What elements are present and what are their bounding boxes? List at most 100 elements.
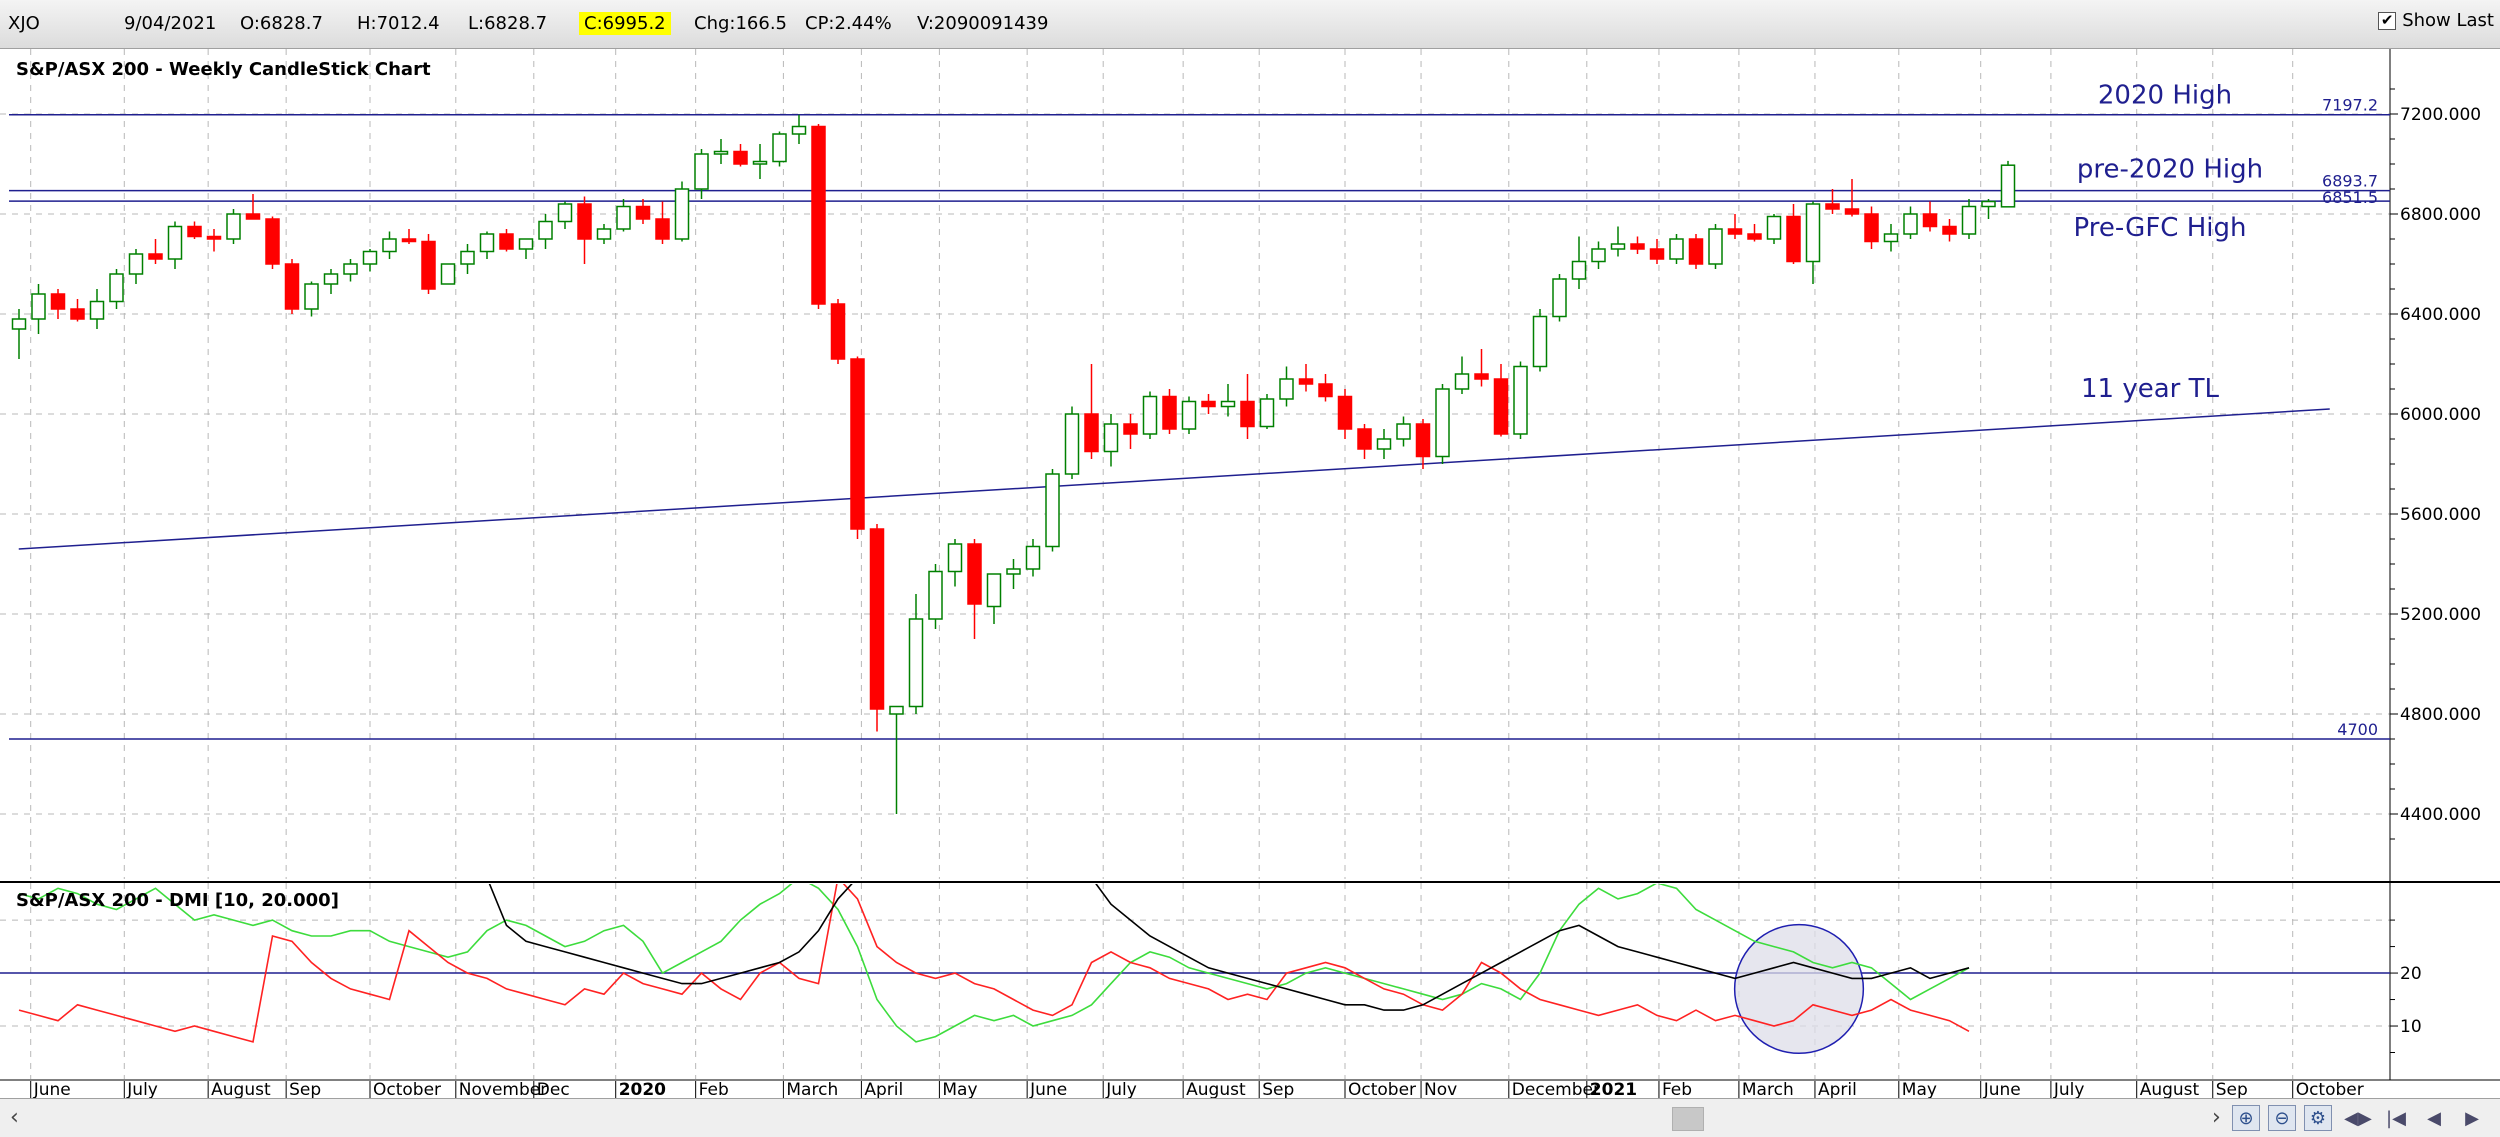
checkbox-icon[interactable]: ✔ — [2378, 11, 2397, 30]
candle — [89, 289, 105, 329]
time-axis-label: 2020 — [619, 1080, 666, 1098]
candle — [31, 284, 46, 334]
time-axis-label: December — [1512, 1080, 1600, 1098]
horizontal-scrollbar[interactable]: ‹ › ⊕ ⊖ ⚙ ◀▶ |◀ ◀ ▶ — [0, 1098, 2500, 1137]
dmi-tick-label: 10 — [2400, 1017, 2422, 1037]
time-axis-label: March — [786, 1080, 838, 1098]
candle — [752, 144, 768, 179]
candle — [850, 356, 865, 539]
step-back-icon[interactable]: ◀ — [2427, 1107, 2441, 1129]
chart-settings-icon[interactable]: ⚙ — [2304, 1105, 2332, 1131]
candle — [830, 299, 846, 364]
change-percent-value: CP:2.44% — [805, 13, 892, 34]
level-price-label: 6893.7 — [2322, 172, 2378, 191]
candle — [128, 249, 144, 284]
candle — [401, 229, 417, 244]
time-axis-label: Sep — [289, 1080, 321, 1098]
scroll-right-icon[interactable]: › — [2212, 1105, 2221, 1130]
candle — [1142, 391, 1158, 439]
candle — [187, 221, 202, 239]
horizontal-levels: 2020 High 7197.2 pre-2020 High 6893.7 Pre-GF… — [9, 81, 2390, 740]
candle — [947, 539, 963, 587]
open-value: O:6828.7 — [240, 13, 323, 34]
candle — [1318, 374, 1333, 402]
scroll-left-icon[interactable]: ‹ — [10, 1105, 19, 1130]
candle — [1610, 226, 1626, 257]
zoom-out-icon[interactable]: ⊖ — [2268, 1105, 2296, 1131]
price-tick-label: 7200.000 — [2400, 105, 2481, 125]
candle — [1103, 414, 1119, 467]
candle — [1025, 539, 1041, 577]
candle — [713, 139, 729, 164]
time-axis-label: Nov — [1424, 1080, 1457, 1098]
candle — [1474, 349, 1489, 387]
time-axis-label: June — [1983, 1080, 2021, 1098]
time-axis-label: April — [1818, 1080, 1857, 1098]
candle — [1883, 224, 1899, 252]
candle — [733, 144, 748, 167]
candle — [1727, 214, 1743, 239]
show-last-toggle[interactable]: ✔ Show Last — [2378, 10, 2494, 31]
candle — [596, 224, 612, 244]
expand-icon[interactable]: ◀▶ — [2344, 1107, 2372, 1129]
time-axis-label: April — [864, 1080, 903, 1098]
zoom-in-icon[interactable]: ⊕ — [2232, 1105, 2260, 1131]
time-axis-label: October — [373, 1080, 441, 1098]
candle — [70, 299, 85, 322]
price-tick-label: 6000.000 — [2400, 405, 2481, 425]
time-axis-label: November — [459, 1080, 547, 1098]
candle — [50, 289, 66, 319]
level-price-label: 4700 — [2337, 720, 2378, 739]
price-tick-label: 5600.000 — [2400, 505, 2481, 525]
candle — [1708, 224, 1723, 269]
price-axis-ticks: 7200.000 6800.000 6400.000 6000.000 5600.000… — [2390, 88, 2481, 840]
candle — [148, 239, 163, 264]
step-forward-icon[interactable]: ▶ — [2465, 1107, 2479, 1129]
candle — [557, 201, 573, 229]
chart-area[interactable]: 2020 High 7197.2 pre-2020 High 6893.7 Pre-GF… — [0, 49, 2500, 1098]
candle — [616, 199, 631, 232]
highlight-circle — [1733, 923, 1865, 1055]
price-axis-background — [2390, 49, 2500, 1098]
candle — [421, 234, 436, 294]
candle — [1591, 241, 1606, 269]
time-axis-label: August — [2140, 1080, 2200, 1098]
candle — [1493, 364, 1509, 437]
time-axis-label: August — [1186, 1080, 1246, 1098]
candle — [889, 705, 904, 814]
scrollbar-thumb[interactable] — [1672, 1107, 1704, 1131]
candle — [1454, 356, 1470, 394]
candle — [1181, 396, 1197, 434]
time-axis-label: May — [942, 1080, 977, 1098]
candle — [167, 221, 183, 269]
time-axis-label: October — [1348, 1080, 1416, 1098]
go-first-icon[interactable]: |◀ — [2386, 1107, 2406, 1129]
candle — [1201, 394, 1216, 414]
candle — [1786, 204, 1801, 264]
candle — [869, 524, 885, 732]
candle — [1669, 234, 1684, 264]
candle — [1513, 361, 1528, 439]
time-axis-label: June — [33, 1080, 71, 1098]
candle — [1552, 274, 1567, 322]
price-tick-label: 6800.000 — [2400, 205, 2481, 225]
volume-value: V:2090091439 — [917, 13, 1049, 34]
candle — [343, 259, 358, 282]
candle — [694, 149, 709, 199]
candle — [1006, 559, 1021, 589]
candle — [11, 309, 27, 359]
candle — [1357, 424, 1372, 459]
candle — [304, 281, 319, 317]
close-value: C:6995.2 — [579, 12, 671, 35]
candle — [1279, 366, 1294, 407]
candle — [1571, 236, 1587, 289]
candle — [986, 573, 1002, 624]
dmi-line-red — [18, 884, 1970, 1043]
candle — [1805, 201, 1821, 284]
time-axis-label: July — [2053, 1080, 2085, 1098]
dmi-chart-title: S&P/ASX 200 - DMI [10, 20.000] — [16, 890, 339, 911]
candle — [362, 249, 378, 272]
candle — [245, 194, 261, 220]
time-axis-label: 2021 — [1590, 1080, 1637, 1098]
candle — [1630, 236, 1645, 254]
